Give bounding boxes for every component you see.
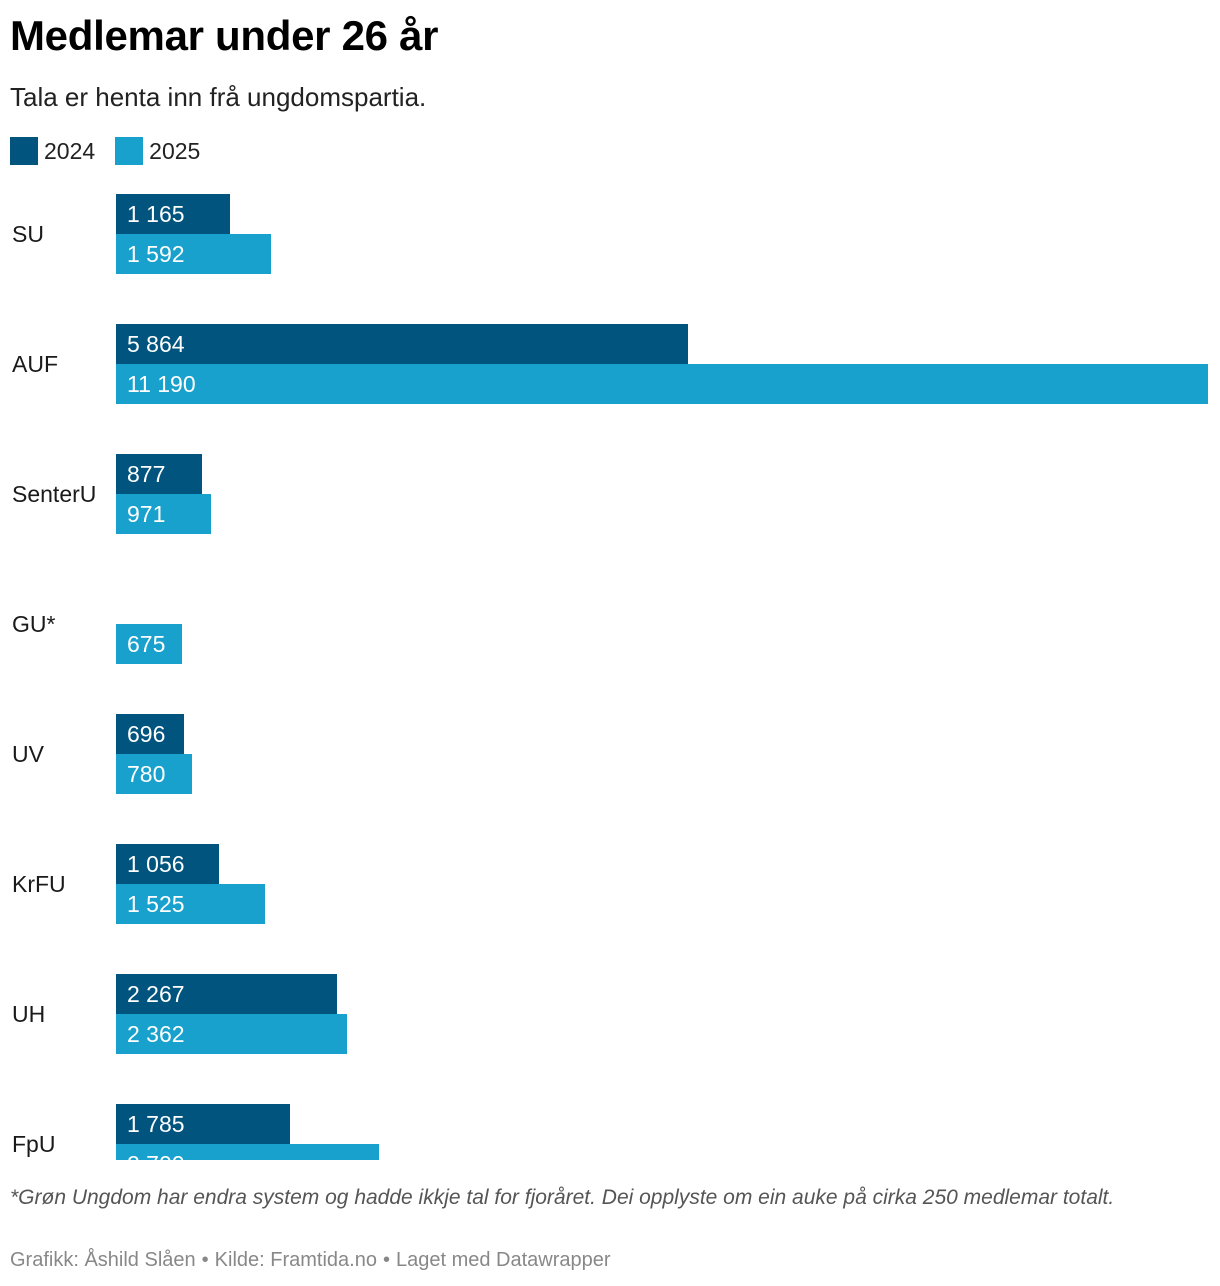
value-label-uv-2025: 780 [127,761,165,787]
value-label-senteru-2025: 971 [127,501,165,527]
category-label-su: SU [12,221,44,247]
category-label-gu: GU* [12,611,56,637]
value-label-su-2025: 1 592 [127,241,185,267]
bar-chart: SU 1 165 1 592 AUF 5 864 11 190 SenterU 877 971 G… [12,194,1208,1160]
value-label-uv-2024: 696 [127,721,165,747]
credit-source: Kilde: Framtida.no [214,1249,377,1271]
bar-gu-2025 [116,624,182,664]
bar-auf-2024 [116,324,688,364]
category-label-uh: UH [12,1001,45,1027]
legend-label-2025: 2025 [149,137,201,164]
legend-swatch-2024 [10,137,38,165]
bar-su-2025 [116,234,271,274]
value-label-uh-2024: 2 267 [127,981,185,1007]
bar-uh-2025 [116,1014,347,1054]
credit-author: Grafikk: Åshild Slåen [10,1249,196,1271]
credit-tool: Laget med Datawrapper [395,1249,611,1271]
category-label-uv: UV [12,741,45,767]
bar-fpu-2025 [116,1144,379,1160]
value-label-fpu-2024: 1 785 [127,1111,185,1137]
bar-auf-2025 [116,364,1208,404]
bar-krfu-2025 [116,884,265,924]
bar-su-2024 [116,194,230,234]
legend-label-2024: 2024 [44,137,96,164]
credit-separator: • [201,1249,209,1271]
credits: Grafikk: Åshild Slåen • Kilde: Framtida.no… [10,1249,611,1272]
category-label-senteru: SenterU [12,481,96,507]
value-label-krfu-2024: 1 056 [127,851,185,877]
value-label-uh-2025: 2 362 [127,1021,185,1047]
bar-krfu-2024 [116,844,219,884]
bar-uv-2024 [116,714,184,754]
value-label-fpu-2025: 2 700 [127,1151,185,1160]
legend-swatch-2025 [115,137,144,165]
chart-subtitle: Tala er henta inn frå ungdomspartia. [10,82,427,112]
category-label-fpu: FpU [12,1131,55,1157]
legend-item-2025: 2025 [115,137,200,165]
category-label-auf: AUF [12,351,58,377]
bar-uh-2024 [116,974,337,1014]
chart-title: Medlemar under 26 år [10,12,439,59]
legend: 2024 2025 [10,137,220,165]
legend-item-2024: 2024 [10,137,95,165]
bar-uv-2025 [116,754,192,794]
footnote: *Grøn Ungdom har endra system og hadde i… [10,1186,1115,1209]
value-label-krfu-2025: 1 525 [127,891,185,917]
credit-separator: • [382,1249,390,1271]
value-label-senteru-2024: 877 [127,461,165,487]
bar-senteru-2024 [116,454,202,494]
value-label-su-2024: 1 165 [127,201,185,227]
bar-senteru-2025 [116,494,211,534]
value-label-gu-2025: 675 [127,631,165,657]
value-label-auf-2025: 11 190 [127,371,196,397]
category-label-krfu: KrFU [12,871,66,897]
value-label-auf-2024: 5 864 [127,331,185,357]
bar-fpu-2024 [116,1104,290,1144]
